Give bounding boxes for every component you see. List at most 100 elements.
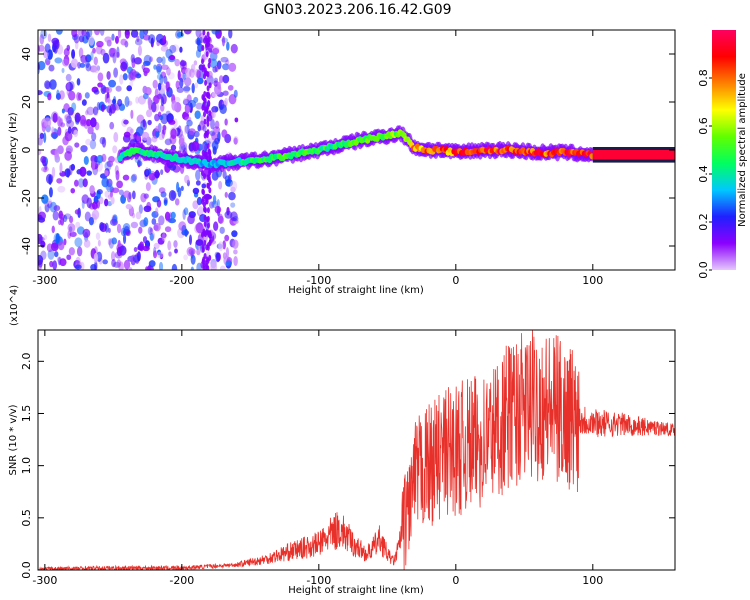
noise-blob bbox=[123, 131, 131, 138]
noise-blob bbox=[63, 238, 67, 246]
noise-blob bbox=[132, 254, 140, 263]
noise-blob bbox=[178, 221, 187, 231]
noise-blob bbox=[173, 240, 178, 248]
noise-blob bbox=[52, 260, 58, 270]
noise-blob bbox=[203, 239, 207, 246]
noise-blob bbox=[209, 58, 218, 69]
noise-blob bbox=[97, 82, 104, 88]
noise-blob bbox=[160, 39, 169, 47]
noise-blob bbox=[47, 92, 52, 101]
noise-blob bbox=[188, 248, 196, 256]
noise-blob bbox=[161, 232, 166, 242]
noise-blob bbox=[76, 246, 83, 257]
noise-blob bbox=[96, 40, 104, 48]
noise-blob bbox=[182, 72, 187, 80]
noise-blob bbox=[39, 132, 45, 139]
noise-blob bbox=[130, 221, 139, 229]
noise-blob bbox=[145, 266, 149, 270]
noise-blob bbox=[130, 109, 134, 120]
noise-blob bbox=[230, 43, 238, 54]
noise-blob bbox=[194, 82, 199, 89]
noise-blob bbox=[156, 251, 164, 259]
noise-blob bbox=[107, 238, 112, 246]
noise-blob bbox=[137, 160, 143, 167]
noise-blob bbox=[101, 153, 107, 163]
noise-blob bbox=[95, 160, 103, 172]
snr-y-tick-label: 0.0 bbox=[20, 561, 33, 579]
noise-blob bbox=[195, 30, 202, 38]
noise-blob bbox=[66, 168, 70, 178]
noise-blob bbox=[110, 251, 116, 262]
colorbar-ticks: 0.0 0.2 0.4 0.6 0.8 bbox=[697, 69, 712, 279]
noise-blob bbox=[196, 39, 202, 46]
noise-blob bbox=[124, 30, 130, 39]
snr-ticks: -300 -200 -100 0 100 0.0 0.5 1.0 1.5 2.0 bbox=[20, 330, 675, 587]
noise-blob bbox=[55, 233, 60, 244]
snr-frame bbox=[37, 329, 676, 571]
noise-blob bbox=[63, 48, 70, 57]
noise-blob bbox=[182, 209, 186, 220]
noise-blob bbox=[117, 98, 123, 107]
noise-blob bbox=[54, 251, 59, 258]
noise-blob bbox=[139, 241, 145, 252]
noise-blob bbox=[70, 58, 79, 69]
noise-blob bbox=[101, 104, 105, 113]
noise-blob bbox=[205, 244, 209, 251]
noise-blob bbox=[155, 207, 159, 215]
noise-blob bbox=[89, 65, 98, 73]
noise-blob bbox=[153, 94, 160, 105]
noise-blob bbox=[212, 112, 216, 118]
noise-blob bbox=[85, 63, 92, 72]
noise-blob bbox=[113, 131, 119, 143]
spectrogram-y-label: Frequency (Hz) bbox=[8, 112, 19, 188]
noise-blob bbox=[201, 244, 205, 251]
snr-y-label: SNR (10 * v/v) bbox=[8, 404, 19, 475]
noise-blob bbox=[162, 124, 167, 135]
noise-blob bbox=[125, 203, 133, 210]
noise-blob bbox=[53, 44, 58, 54]
noise-blob bbox=[74, 264, 82, 270]
noise-blob bbox=[221, 35, 226, 47]
noise-blob bbox=[194, 110, 201, 119]
noise-blob bbox=[160, 96, 165, 107]
noise-blob bbox=[106, 160, 114, 168]
noise-blob bbox=[159, 104, 165, 112]
noise-blob bbox=[89, 185, 95, 194]
noise-blob bbox=[160, 191, 167, 198]
noise-blob bbox=[230, 202, 236, 208]
noise-blob bbox=[120, 38, 128, 46]
noise-blob bbox=[153, 242, 160, 250]
noise-blob bbox=[143, 205, 152, 213]
noise-blob bbox=[119, 74, 124, 85]
noise-blob bbox=[215, 252, 221, 263]
colorbar-tick-label: 0.6 bbox=[697, 117, 710, 135]
noise-blob bbox=[135, 96, 140, 104]
noise-blob bbox=[184, 124, 190, 134]
noise-blob bbox=[73, 129, 79, 138]
noise-blob bbox=[214, 106, 219, 112]
noise-blob bbox=[202, 189, 206, 196]
noise-blob bbox=[176, 31, 184, 38]
noise-blob bbox=[44, 80, 51, 90]
noise-blob bbox=[202, 265, 206, 270]
noise-blob bbox=[81, 99, 87, 106]
noise-blob bbox=[143, 60, 151, 67]
noise-blob bbox=[38, 137, 43, 146]
noise-blob bbox=[96, 189, 103, 195]
noise-blob bbox=[122, 174, 130, 181]
noise-blob bbox=[61, 108, 65, 114]
noise-blob bbox=[93, 252, 99, 263]
noise-blob bbox=[218, 241, 224, 252]
noise-blob bbox=[162, 124, 167, 131]
noise-blob bbox=[51, 225, 55, 234]
noise-blob bbox=[147, 97, 152, 107]
noise-blob bbox=[51, 166, 56, 178]
noise-blob bbox=[207, 41, 211, 48]
noise-blob bbox=[79, 62, 86, 68]
noise-blob bbox=[115, 51, 120, 59]
noise-blob bbox=[151, 210, 159, 218]
noise-blob bbox=[203, 173, 207, 180]
noise-blob bbox=[88, 35, 95, 46]
noise-blob bbox=[175, 80, 180, 90]
